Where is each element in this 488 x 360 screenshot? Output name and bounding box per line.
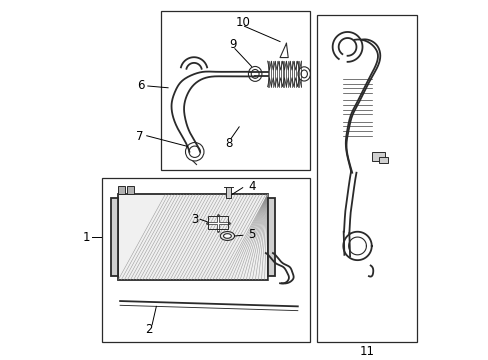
Ellipse shape <box>220 231 234 240</box>
Text: 5: 5 <box>247 228 255 241</box>
Bar <box>371 152 385 161</box>
Bar <box>110 198 118 276</box>
Ellipse shape <box>223 234 231 238</box>
Text: 7: 7 <box>136 130 143 143</box>
Bar <box>225 187 231 198</box>
Text: 8: 8 <box>224 137 232 150</box>
Bar <box>102 179 309 342</box>
Bar <box>317 15 416 342</box>
Text: 3: 3 <box>190 213 198 226</box>
Text: 2: 2 <box>144 323 152 336</box>
Bar <box>378 157 387 163</box>
Bar <box>267 198 275 276</box>
Polygon shape <box>118 194 267 280</box>
Bar <box>161 12 309 170</box>
Bar <box>127 185 133 194</box>
Text: 10: 10 <box>235 15 250 28</box>
Text: 1: 1 <box>82 230 90 244</box>
Text: 6: 6 <box>137 80 144 93</box>
Text: 11: 11 <box>359 345 374 358</box>
Text: 9: 9 <box>229 37 236 50</box>
Text: 4: 4 <box>247 180 255 193</box>
Bar <box>207 216 227 229</box>
Bar <box>118 185 124 194</box>
